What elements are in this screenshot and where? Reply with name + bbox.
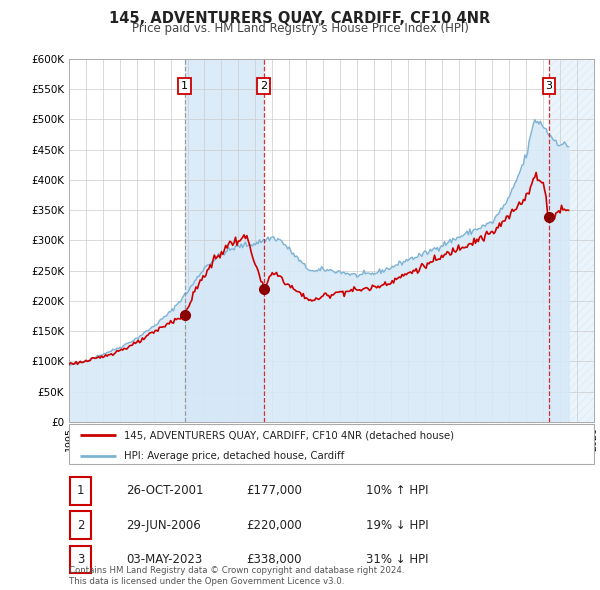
Text: 2: 2 <box>77 519 84 532</box>
Text: 145, ADVENTURERS QUAY, CARDIFF, CF10 4NR: 145, ADVENTURERS QUAY, CARDIFF, CF10 4NR <box>109 11 491 25</box>
Text: £220,000: £220,000 <box>246 519 302 532</box>
Text: 03-MAY-2023: 03-MAY-2023 <box>126 553 202 566</box>
Text: Contains HM Land Registry data © Crown copyright and database right 2024.
This d: Contains HM Land Registry data © Crown c… <box>69 566 404 586</box>
Text: 2: 2 <box>260 81 267 91</box>
Text: 1: 1 <box>77 484 84 497</box>
Text: 145, ADVENTURERS QUAY, CARDIFF, CF10 4NR (detached house): 145, ADVENTURERS QUAY, CARDIFF, CF10 4NR… <box>124 431 454 441</box>
FancyBboxPatch shape <box>69 424 594 464</box>
Bar <box>549 59 594 422</box>
Text: £338,000: £338,000 <box>246 553 302 566</box>
FancyBboxPatch shape <box>70 512 91 539</box>
Text: £177,000: £177,000 <box>246 484 302 497</box>
Bar <box>185 59 263 422</box>
Text: HPI: Average price, detached house, Cardiff: HPI: Average price, detached house, Card… <box>124 451 344 461</box>
Text: 29-JUN-2006: 29-JUN-2006 <box>126 519 201 532</box>
Text: 19% ↓ HPI: 19% ↓ HPI <box>366 519 428 532</box>
Text: Price paid vs. HM Land Registry's House Price Index (HPI): Price paid vs. HM Land Registry's House … <box>131 22 469 35</box>
Text: 3: 3 <box>545 81 553 91</box>
Text: 3: 3 <box>77 553 84 566</box>
Text: 26-OCT-2001: 26-OCT-2001 <box>126 484 203 497</box>
FancyBboxPatch shape <box>70 477 91 504</box>
Text: 1: 1 <box>181 81 188 91</box>
Text: 31% ↓ HPI: 31% ↓ HPI <box>366 553 428 566</box>
Text: 10% ↑ HPI: 10% ↑ HPI <box>366 484 428 497</box>
FancyBboxPatch shape <box>70 546 91 573</box>
